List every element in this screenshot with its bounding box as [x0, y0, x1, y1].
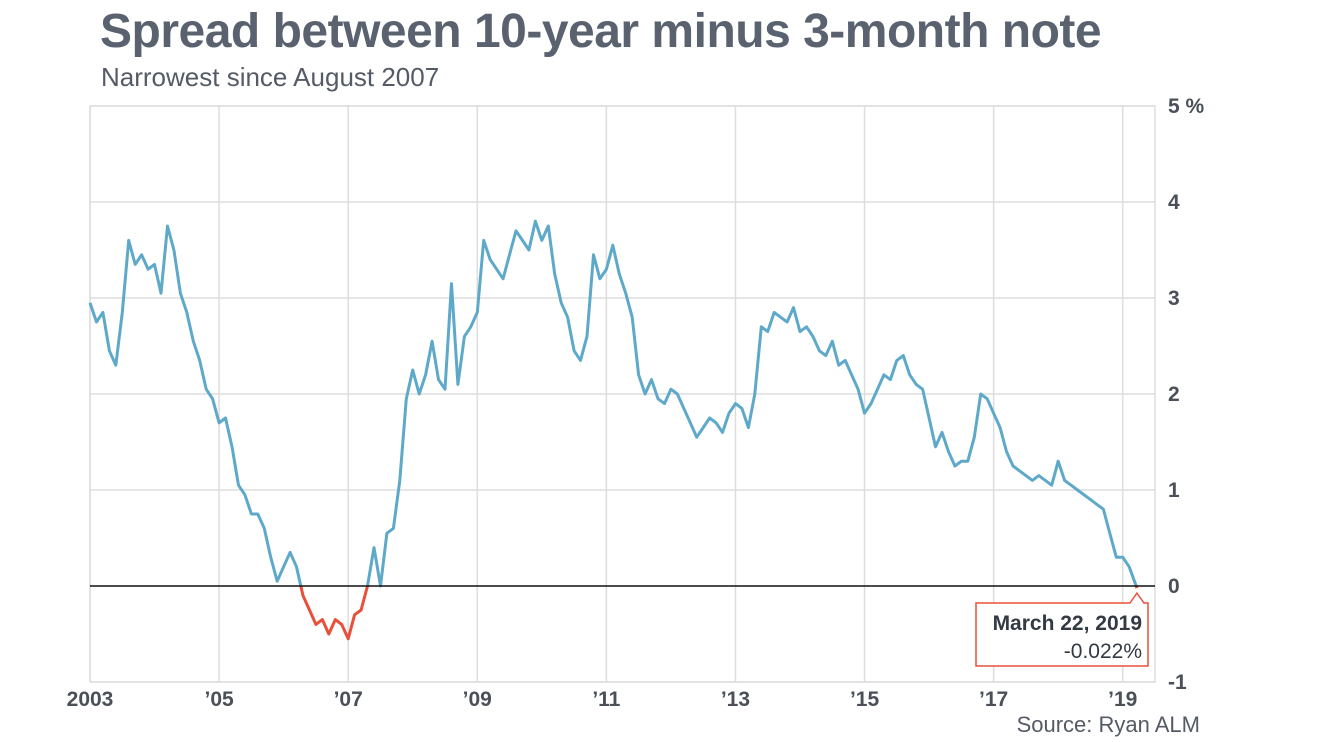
y-tick-label: -1: [1168, 671, 1187, 694]
source-note: Source: Ryan ALM: [1016, 712, 1200, 737]
callout-date: March 22, 2019: [993, 612, 1142, 635]
x-tick-label: ’13: [721, 688, 750, 711]
y-axis: 5 % 4 3 2 1 0 -1: [1168, 95, 1205, 694]
gridlines: [89, 105, 1156, 683]
x-tick-label: ’09: [463, 688, 492, 711]
series-line-positive: [366, 219, 1138, 588]
x-tick-label: ’07: [334, 688, 363, 711]
annotation-callout: March 22, 2019 -0.022%: [975, 591, 1149, 667]
x-tick-label: 2003: [67, 688, 114, 711]
x-axis: 2003 ’05 ’07 ’09 ’11 ’13 ’15 ’17 ’19: [67, 688, 1138, 711]
callout-value: -0.022%: [1064, 640, 1142, 663]
chart-title: Spread between 10-year minus 3-month not…: [100, 5, 1102, 58]
callout-box: [975, 591, 1149, 667]
data-series: [88, 219, 1155, 641]
x-tick-label: ’11: [592, 688, 620, 711]
y-tick-label: 1: [1168, 479, 1180, 502]
x-tick-label: ’17: [979, 688, 1008, 711]
y-tick-label: 3: [1168, 287, 1180, 310]
chart-subtitle: Narrowest since August 2007: [101, 62, 440, 92]
series-line-positive: [88, 224, 303, 587]
y-tick-label: 4: [1168, 191, 1180, 214]
y-tick-label: 2: [1168, 383, 1180, 406]
y-tick-label: 0: [1168, 575, 1180, 598]
series-line-negative: [299, 585, 369, 641]
x-tick-label: ’19: [1108, 688, 1137, 711]
x-tick-label: ’05: [204, 688, 234, 711]
x-tick-label: ’15: [850, 688, 880, 711]
y-tick-label: 5 %: [1168, 95, 1205, 118]
